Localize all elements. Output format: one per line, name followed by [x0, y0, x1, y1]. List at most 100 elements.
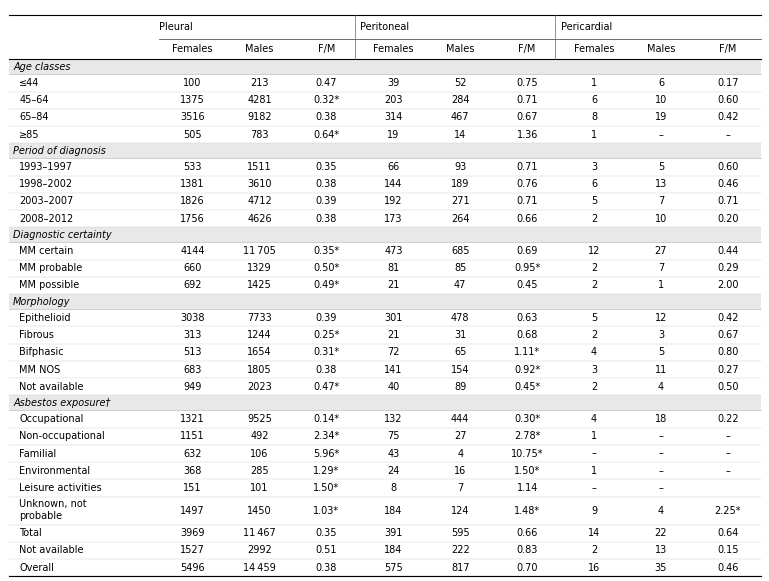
Text: Pleural: Pleural	[159, 21, 193, 31]
Bar	[9, 327, 761, 343]
Text: 1381: 1381	[181, 179, 205, 189]
Bar	[9, 193, 761, 210]
Text: 13: 13	[655, 546, 667, 555]
Text: 0.38: 0.38	[316, 179, 337, 189]
Text: 3610: 3610	[248, 179, 271, 189]
Text: 6: 6	[591, 95, 597, 105]
Text: 66: 66	[388, 162, 399, 172]
Text: 0.66: 0.66	[517, 214, 538, 224]
Bar	[9, 277, 761, 294]
Text: 0.71: 0.71	[517, 162, 538, 172]
Text: Bifphasic: Bifphasic	[19, 347, 64, 357]
Text: 313: 313	[184, 330, 201, 340]
Text: 0.35*: 0.35*	[313, 246, 340, 256]
Text: 11 467: 11 467	[243, 528, 276, 538]
Text: 0.64: 0.64	[717, 528, 738, 538]
Text: 85: 85	[454, 263, 467, 273]
Text: 0.68: 0.68	[517, 330, 538, 340]
Bar	[9, 210, 761, 227]
Text: 35: 35	[654, 563, 667, 573]
Text: Peritoneal: Peritoneal	[360, 21, 409, 31]
Bar	[9, 343, 761, 361]
Text: 0.38: 0.38	[316, 563, 337, 573]
Text: 11 705: 11 705	[243, 246, 276, 256]
Bar	[9, 159, 761, 175]
Text: 0.83: 0.83	[517, 546, 538, 555]
Text: 4: 4	[591, 347, 597, 357]
Bar	[9, 428, 761, 445]
Text: Unknown, not: Unknown, not	[19, 500, 87, 510]
Text: Not available: Not available	[19, 382, 84, 392]
Text: –: –	[591, 449, 597, 458]
Text: 4712: 4712	[247, 196, 272, 206]
Text: 0.20: 0.20	[717, 214, 738, 224]
Text: ≤44: ≤44	[19, 78, 39, 88]
Bar	[9, 126, 761, 144]
Text: 16: 16	[454, 466, 466, 476]
Text: 1826: 1826	[180, 196, 205, 206]
Text: 2: 2	[591, 263, 598, 273]
Text: Not available: Not available	[19, 546, 84, 555]
Bar	[9, 462, 761, 479]
Text: 949: 949	[184, 382, 201, 392]
Text: Males: Males	[647, 44, 675, 54]
Text: 132: 132	[384, 414, 403, 424]
Text: 154: 154	[451, 364, 470, 375]
Text: Environmental: Environmental	[19, 466, 90, 476]
Text: 12: 12	[654, 313, 667, 323]
Text: 184: 184	[384, 505, 402, 515]
Text: 52: 52	[454, 78, 467, 88]
Text: 533: 533	[183, 162, 202, 172]
Text: 7: 7	[657, 196, 664, 206]
Text: 685: 685	[451, 246, 470, 256]
Text: 151: 151	[183, 483, 202, 493]
Text: 2: 2	[591, 382, 598, 392]
Text: 0.17: 0.17	[717, 78, 738, 88]
Text: 1.03*: 1.03*	[314, 505, 339, 515]
Text: 2.25*: 2.25*	[714, 505, 741, 515]
Text: 18: 18	[655, 414, 667, 424]
Text: 1244: 1244	[247, 330, 272, 340]
Text: –: –	[658, 130, 664, 139]
Text: 0.92*: 0.92*	[514, 364, 541, 375]
Text: 284: 284	[451, 95, 470, 105]
Text: 124: 124	[451, 505, 470, 515]
Text: –: –	[658, 431, 664, 442]
Text: 314: 314	[384, 112, 402, 123]
Text: 93: 93	[454, 162, 466, 172]
Text: 0.75: 0.75	[516, 78, 538, 88]
Text: 1.29*: 1.29*	[313, 466, 340, 476]
Text: 24: 24	[387, 466, 400, 476]
Text: 3: 3	[591, 162, 597, 172]
Text: 22: 22	[654, 528, 667, 538]
Text: –: –	[725, 449, 731, 458]
Text: 0.29: 0.29	[717, 263, 738, 273]
Text: –: –	[658, 483, 664, 493]
Text: 0.50*: 0.50*	[313, 263, 340, 273]
Text: 5: 5	[657, 347, 664, 357]
Text: 4626: 4626	[247, 214, 272, 224]
Bar	[9, 479, 761, 497]
Text: 13: 13	[655, 179, 667, 189]
Text: 1425: 1425	[247, 281, 272, 290]
Text: 1993–1997: 1993–1997	[19, 162, 73, 172]
Text: 0.64*: 0.64*	[314, 130, 339, 139]
Text: 1.14: 1.14	[517, 483, 538, 493]
Text: 2.78*: 2.78*	[514, 431, 541, 442]
Text: 7733: 7733	[247, 313, 272, 323]
Text: 5.96*: 5.96*	[313, 449, 340, 458]
Text: 222: 222	[451, 546, 470, 555]
Text: 8: 8	[591, 112, 597, 123]
Text: 0.45: 0.45	[517, 281, 538, 290]
Text: Total: Total	[19, 528, 42, 538]
Bar	[9, 497, 761, 525]
Text: Females: Females	[172, 44, 213, 54]
Text: –: –	[725, 130, 731, 139]
Text: 0.71: 0.71	[517, 95, 538, 105]
Bar	[9, 309, 761, 327]
Text: 19: 19	[388, 130, 399, 139]
Text: –: –	[658, 466, 664, 476]
Text: 1: 1	[591, 130, 597, 139]
Text: Fibrous: Fibrous	[19, 330, 54, 340]
Text: 2: 2	[591, 281, 598, 290]
